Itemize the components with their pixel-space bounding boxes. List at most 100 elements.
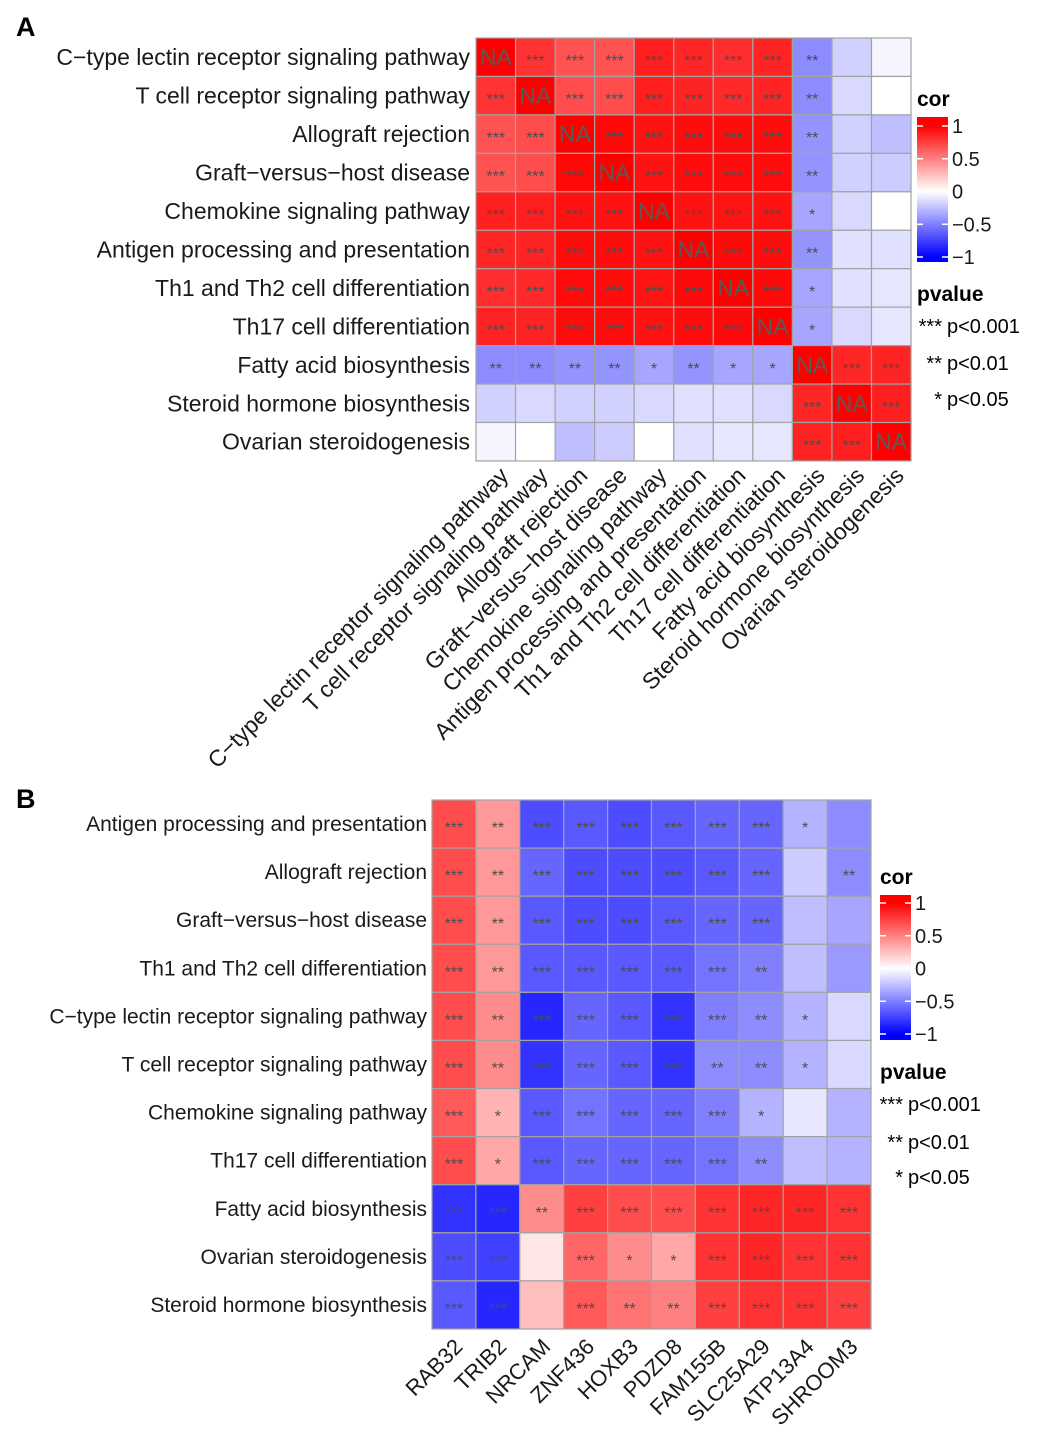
heatmap-cell	[475, 191, 517, 231]
row-label: Th17 cell differentiation	[210, 1150, 427, 1173]
heatmap-cell	[606, 847, 653, 897]
colorbar-tick-label: −0.5	[952, 214, 991, 236]
heatmap-cell	[826, 1184, 872, 1234]
heatmap-cell	[650, 1087, 697, 1138]
significance-label: **	[492, 868, 504, 885]
heatmap-cell	[633, 421, 675, 462]
heatmap-cell	[519, 847, 565, 897]
significance-label: ***	[842, 438, 861, 455]
heatmap-cell	[673, 191, 714, 231]
significance-label: ***	[605, 92, 624, 109]
heatmap-cell	[782, 1184, 828, 1234]
colorbar-tick-label: 0	[915, 959, 926, 981]
significance-label: ***	[605, 284, 624, 301]
significance-label: *	[802, 820, 808, 837]
pvalue-legend-title: pvalue	[880, 1061, 947, 1084]
heatmap-cell	[475, 114, 517, 154]
significance-label: **	[806, 245, 818, 262]
heatmap-cell	[738, 1039, 784, 1090]
heatmap-cell	[563, 1087, 609, 1138]
heatmap-cell	[554, 345, 596, 385]
row-label: Th1 and Th2 cell differentiation	[155, 275, 470, 301]
row-label: Ovarian steroidogenesis	[201, 1246, 427, 1269]
heatmap-cell	[673, 383, 714, 424]
significance-label: ***	[486, 322, 505, 339]
heatmap-cell	[650, 1184, 697, 1234]
heatmap-cell	[870, 75, 912, 116]
significance-label: **	[536, 1205, 548, 1222]
significance-label: ***	[796, 1205, 815, 1222]
significance-label: ***	[708, 1109, 727, 1126]
significance-label: ***	[566, 322, 585, 339]
heatmap-cell	[514, 229, 556, 270]
significance-label: ***	[445, 1109, 464, 1126]
heatmap-cell	[782, 943, 828, 993]
significance-label: *	[651, 361, 657, 378]
significance-label: ***	[489, 1205, 508, 1222]
heatmap-cell	[870, 229, 912, 270]
significance-label: ***	[486, 207, 505, 224]
significance-label: ***	[708, 868, 727, 885]
significance-label: **	[529, 361, 541, 378]
significance-label: **	[806, 169, 818, 186]
significance-label: ***	[445, 916, 464, 933]
pvalue-legend-label: p<0.05	[947, 389, 1009, 411]
heatmap-cell	[594, 114, 635, 154]
significance-label: ***	[763, 130, 782, 147]
panel-b-heatmap: B*** ** *** *** *** *** *** *** **** ** *** *** *** *…	[16, 784, 981, 1430]
significance-label: **	[755, 964, 767, 981]
row-label: Th1 and Th2 cell differentiation	[139, 957, 427, 980]
significance-label: ***	[664, 1157, 683, 1174]
heatmap-cell	[475, 1280, 521, 1330]
significance-label: ***	[708, 1205, 727, 1222]
row-label: Ovarian steroidogenesis	[222, 429, 470, 455]
significance-label: ***	[576, 916, 595, 933]
heatmap-cell	[519, 943, 565, 993]
significance-label: *	[802, 1012, 808, 1029]
significance-label: ***	[645, 322, 664, 339]
significance-label: *	[495, 1157, 501, 1174]
heatmap-cell	[782, 895, 828, 945]
heatmap-cell	[519, 1280, 565, 1330]
significance-label: ***	[526, 322, 545, 339]
significance-label: ***	[526, 130, 545, 147]
significance-label: ***	[566, 245, 585, 262]
heatmap-cell	[475, 37, 517, 78]
row-label: Allograft rejection	[292, 121, 470, 147]
significance-label: *	[758, 1109, 764, 1126]
colorbar	[917, 117, 948, 262]
significance-label: ***	[620, 964, 639, 981]
significance-label: ***	[708, 1253, 727, 1270]
heatmap-cell	[831, 75, 873, 116]
significance-label: **	[806, 130, 818, 147]
significance-label: ***	[620, 1060, 639, 1077]
significance-label: ***	[763, 92, 782, 109]
significance-label: ***	[724, 322, 743, 339]
heatmap-cell	[475, 991, 521, 1042]
heatmap-cell	[475, 383, 517, 424]
heatmap-cell	[606, 799, 653, 849]
significance-label: ***	[620, 1157, 639, 1174]
heatmap-cell	[594, 345, 635, 385]
heatmap-cell	[870, 191, 912, 231]
significance-label: ***	[532, 916, 551, 933]
na-label: NA	[559, 121, 592, 147]
heatmap-cell	[606, 1232, 653, 1282]
heatmap-cell	[826, 799, 872, 849]
heatmap-cell	[791, 114, 833, 154]
pvalue-legend-symbol: ***	[880, 1094, 904, 1116]
heatmap-cell	[606, 1087, 653, 1138]
heatmap-cell	[650, 991, 697, 1042]
significance-label: ***	[684, 322, 703, 339]
heatmap-cell	[694, 895, 740, 945]
heatmap-cell	[826, 1136, 872, 1186]
column-label: RAB32	[401, 1334, 468, 1401]
heatmap-cell	[594, 152, 635, 193]
heatmap-cell	[673, 306, 714, 347]
heatmap-cell	[519, 1087, 565, 1138]
heatmap-cell	[831, 37, 873, 78]
significance-label: ***	[840, 1301, 859, 1318]
heatmap-cell	[870, 114, 912, 154]
heatmap-cell	[791, 345, 833, 385]
significance-label: ***	[763, 284, 782, 301]
